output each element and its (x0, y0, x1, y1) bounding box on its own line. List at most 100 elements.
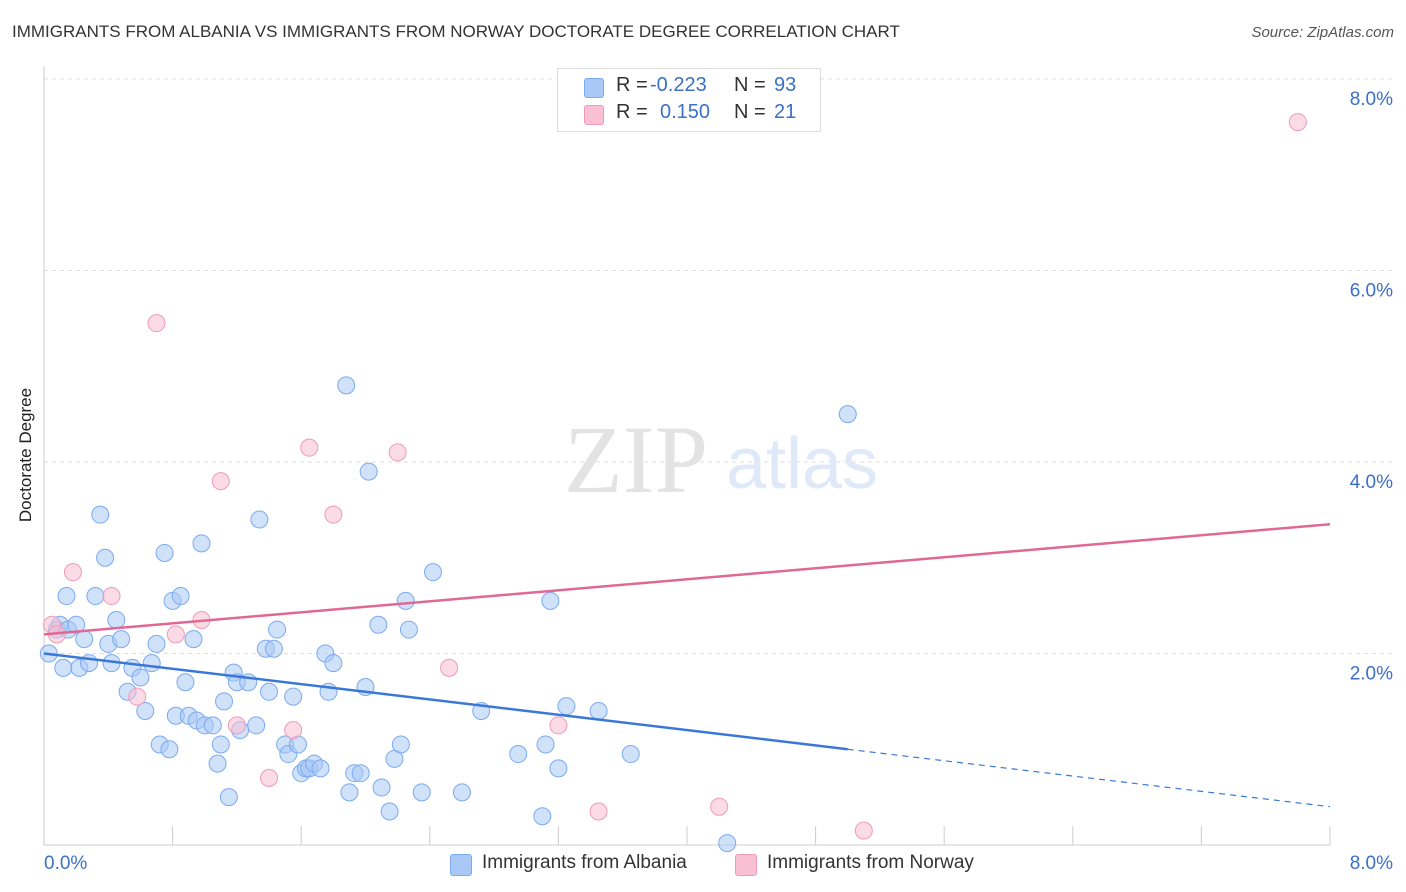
norway-point (63, 563, 82, 582)
albania-swatch (450, 854, 472, 876)
albania-point (536, 735, 555, 754)
norway-point (147, 314, 166, 333)
norway-point (227, 716, 246, 735)
r-label: R = (616, 101, 648, 123)
norway-point (166, 625, 185, 644)
albania-point (509, 745, 528, 764)
norway-point (1288, 113, 1307, 132)
axes (43, 66, 1331, 846)
y-tick-label: 8.0% (1350, 89, 1393, 110)
norway-point (549, 716, 568, 735)
albania-point (340, 783, 359, 802)
albania-point (67, 615, 86, 634)
albania-point (391, 735, 410, 754)
norway-point (589, 802, 608, 821)
n-label: N = (734, 101, 766, 123)
norway-point (211, 472, 230, 491)
albania-point (136, 701, 155, 720)
x-tick-label-left: 0.0% (44, 853, 87, 874)
albania-point (533, 807, 552, 826)
n-label: N = (734, 74, 766, 96)
albania-point (264, 639, 283, 658)
albania-point (557, 697, 576, 716)
albania-point (621, 745, 640, 764)
n-value: 93 (774, 74, 797, 96)
norway-point (324, 505, 343, 524)
norway-point (284, 721, 303, 740)
r-value: 0.150 (660, 101, 711, 123)
albania-point (75, 630, 94, 649)
albania-point (250, 510, 269, 529)
albania-point (215, 692, 234, 711)
albania-point (208, 754, 227, 773)
watermark: ZIP atlas (564, 406, 878, 513)
albania-point (838, 405, 857, 424)
albania-point (203, 716, 222, 735)
norway-swatch (735, 854, 757, 876)
albania-point (337, 376, 356, 395)
norway-point (300, 438, 319, 457)
albania-point (268, 620, 287, 639)
albania-point (412, 783, 431, 802)
albania-point (112, 630, 131, 649)
norway-swatch (584, 105, 604, 125)
albania-swatch (584, 78, 604, 98)
watermark-zip: ZIP (564, 406, 708, 513)
correlation-legend: R = -0.223 N = 93 R = 0.150 N = 21 (557, 68, 821, 132)
albania-point (219, 788, 238, 807)
albania-point (54, 658, 73, 677)
norway-point (388, 443, 407, 462)
albania-point (91, 505, 110, 524)
albania-point (549, 759, 568, 778)
y-tick-label: 2.0% (1350, 664, 1393, 685)
legend-label-norway: Immigrants from Norway (767, 852, 974, 873)
watermark-atlas: atlas (726, 424, 878, 504)
albania-point (107, 610, 126, 629)
albania-point (399, 620, 418, 639)
albania-point (396, 591, 415, 610)
albania-trend-line-extension (847, 748, 1331, 808)
norway-point (440, 658, 459, 677)
albania-point (372, 778, 391, 797)
norway-point (260, 768, 279, 787)
legend-label-albania: Immigrants from Albania (482, 852, 687, 873)
albania-point (142, 654, 161, 673)
norway-point (102, 587, 121, 606)
norway-point (128, 687, 147, 706)
r-value: -0.223 (650, 74, 707, 96)
albania-point (589, 701, 608, 720)
tick-labels: 2.0% 4.0% 6.0% 8.0% 0.0% 8.0% (44, 89, 1393, 874)
norway-point (854, 821, 873, 840)
albania-point (57, 587, 76, 606)
r-label: R = (616, 74, 648, 96)
albania-point (359, 462, 378, 481)
albania-point (184, 630, 203, 649)
albania-point (380, 802, 399, 821)
n-value: 21 (774, 101, 797, 123)
norway-trend-line (43, 522, 1331, 636)
albania-point (247, 716, 266, 735)
data-points (39, 113, 1307, 853)
albania-point (284, 687, 303, 706)
albania-point (260, 682, 279, 701)
albania-point (324, 654, 343, 673)
albania-point (369, 615, 388, 634)
albania-point (192, 534, 211, 553)
albania-point (424, 563, 443, 582)
albania-point (155, 543, 174, 562)
norway-point (710, 797, 729, 816)
albania-point (311, 759, 330, 778)
albania-point (541, 591, 560, 610)
albania-point (160, 740, 179, 759)
albania-point (96, 548, 115, 567)
trend-lines (43, 522, 1331, 808)
albania-point (176, 673, 195, 692)
source-label: Source: ZipAtlas.com (1251, 24, 1394, 41)
albania-point (131, 668, 150, 687)
albania-point (86, 587, 105, 606)
albania-point (147, 634, 166, 653)
grid-lines (44, 78, 1392, 654)
albania-point (171, 587, 190, 606)
y-tick-label: 6.0% (1350, 281, 1393, 302)
